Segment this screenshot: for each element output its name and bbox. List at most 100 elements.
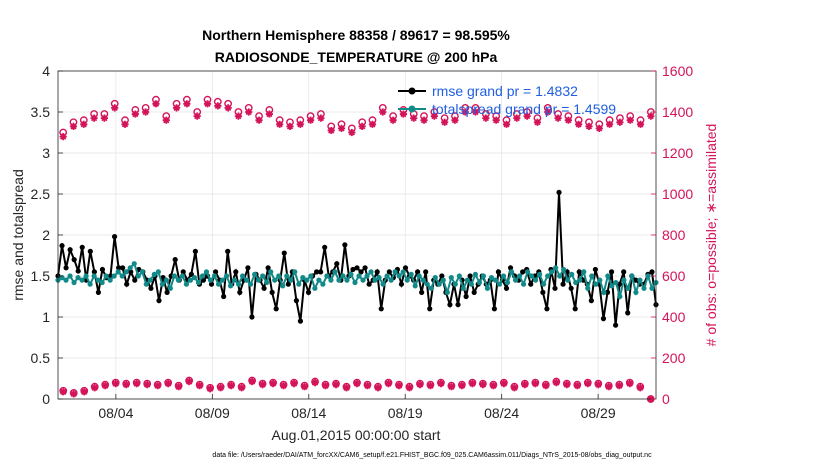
obs-assimilated-marker-lower <box>196 382 204 390</box>
series-point-totalspread <box>95 277 101 283</box>
series-point-rmse <box>297 318 304 324</box>
series-point-totalspread <box>352 279 358 286</box>
y-tick-right-label: 1000 <box>662 186 693 202</box>
obs-assimilated-marker-lower <box>584 380 592 388</box>
obs-assimilated-marker-upper <box>451 116 459 124</box>
obs-assimilated-marker-upper <box>193 112 201 120</box>
series-point-totalspread <box>276 273 282 279</box>
obs-assimilated-marker-upper <box>162 116 170 124</box>
obs-assimilated-marker-upper <box>379 108 387 116</box>
footnote: data file: /Users/raeder/DAI/ATM_forcXX/… <box>212 452 652 459</box>
y-tick-left-label: 0 <box>42 391 50 407</box>
series-point-rmse <box>180 269 186 275</box>
series-point-rmse <box>128 269 134 275</box>
series-point-rmse <box>507 265 514 271</box>
obs-assimilated-marker-upper <box>59 133 67 141</box>
series-point-totalspread <box>569 271 575 277</box>
obs-assimilated-marker-upper <box>502 120 511 128</box>
obs-assimilated-marker-lower <box>353 380 361 388</box>
y-axis-right-ticks: 0 200 400 600 800 1000 1200 1400 1600 <box>651 63 693 407</box>
series-point-totalspread <box>79 277 85 283</box>
obs-assimilated-marker-lower <box>531 380 539 388</box>
series-point-rmse <box>540 289 546 295</box>
series-point-totalspread <box>424 281 430 287</box>
series-point-totalspread <box>280 283 286 289</box>
series-point-totalspread <box>541 281 547 287</box>
series-point-rmse <box>621 269 627 275</box>
x-axis-label: Aug.01,2015 00:00:00 start <box>272 427 441 443</box>
series-point-rmse <box>132 277 138 283</box>
series-point-rmse <box>495 269 502 275</box>
x-tick-label: 08/19 <box>388 405 423 421</box>
series-point-rmse <box>63 265 69 271</box>
series-point-totalspread <box>312 285 318 291</box>
series-point-totalspread <box>368 269 374 275</box>
y-tick-left-label: 2.5 <box>31 186 51 202</box>
series-point-totalspread <box>460 285 466 291</box>
series-point-totalspread <box>320 281 326 287</box>
series-point-totalspread <box>637 277 643 283</box>
obs-assimilated-marker-lower <box>521 381 529 389</box>
series-point-rmse <box>588 298 594 304</box>
obs-assimilated-marker-lower <box>605 383 613 391</box>
series-point-totalspread <box>223 273 230 279</box>
y-tick-right-label: 200 <box>662 350 686 366</box>
series-point-totalspread <box>553 265 559 271</box>
obs-assimilated-marker-upper <box>265 110 273 118</box>
obs-assimilated-marker-lower <box>636 384 644 392</box>
series-point-rmse <box>552 285 558 291</box>
series-point-totalspread <box>151 271 157 277</box>
series-point-rmse <box>237 289 243 295</box>
obs-assimilated-marker-lower <box>332 381 340 389</box>
series-point-rmse <box>269 289 275 295</box>
y-tick-right-label: 1600 <box>662 63 693 79</box>
series-point-totalspread <box>207 277 214 283</box>
y-tick-right-label: 0 <box>662 391 670 407</box>
series-point-totalspread <box>159 281 165 287</box>
series-point-rmse <box>281 250 287 256</box>
series-point-totalspread <box>195 279 202 286</box>
series-point-rmse <box>528 281 534 287</box>
series-point-rmse <box>148 285 154 291</box>
series-point-rmse <box>354 265 360 271</box>
obs-assimilated-marker-upper <box>358 122 366 130</box>
obs-assimilated-marker-upper <box>286 122 294 130</box>
series-point-totalspread <box>516 273 523 279</box>
series-point-rmse <box>200 277 207 283</box>
series-point-totalspread <box>163 277 169 283</box>
series-point-totalspread <box>167 285 173 291</box>
obs-assimilated-marker-upper <box>296 120 304 128</box>
y-tick-right-label: 400 <box>662 309 686 325</box>
series-point-rmse <box>111 234 118 240</box>
obs-assimilated-marker-upper <box>80 120 88 128</box>
series-point-rmse <box>455 302 461 308</box>
series-point-totalspread <box>496 281 503 287</box>
obs-assimilated-marker-upper <box>420 116 428 124</box>
series-point-rmse <box>221 293 227 300</box>
series-point-totalspread <box>83 273 89 279</box>
series-point-totalspread <box>573 279 579 286</box>
obs-assimilated-marker-upper <box>100 114 108 122</box>
series-point-totalspread <box>187 277 194 283</box>
obs-assimilated-marker-lower <box>626 380 634 388</box>
series-point-rmse <box>439 273 445 279</box>
series-point-rmse <box>625 310 631 316</box>
chart-title-line1: Northern Hemisphere 88358 / 89617 = 98.5… <box>202 27 510 43</box>
obs-assimilated-marker-lower <box>342 384 351 392</box>
obs-assimilated-marker-lower <box>510 384 518 392</box>
series-point-rmse <box>318 269 324 275</box>
legend-spread-marker <box>408 105 416 113</box>
series-point-totalspread <box>645 273 651 279</box>
obs-assimilated-marker-upper <box>461 108 469 116</box>
series-point-rmse <box>120 265 126 271</box>
series-point-totalspread <box>561 266 567 273</box>
series-point-totalspread <box>480 273 487 279</box>
series-point-totalspread <box>183 281 190 287</box>
series-point-totalspread <box>348 271 354 277</box>
series-point-totalspread <box>408 271 414 277</box>
series-point-totalspread <box>380 281 386 287</box>
series-point-totalspread <box>581 269 587 275</box>
obs-assimilated-marker-upper <box>348 128 356 137</box>
series-point-totalspread <box>436 281 442 287</box>
series-point-rmse <box>261 285 267 291</box>
